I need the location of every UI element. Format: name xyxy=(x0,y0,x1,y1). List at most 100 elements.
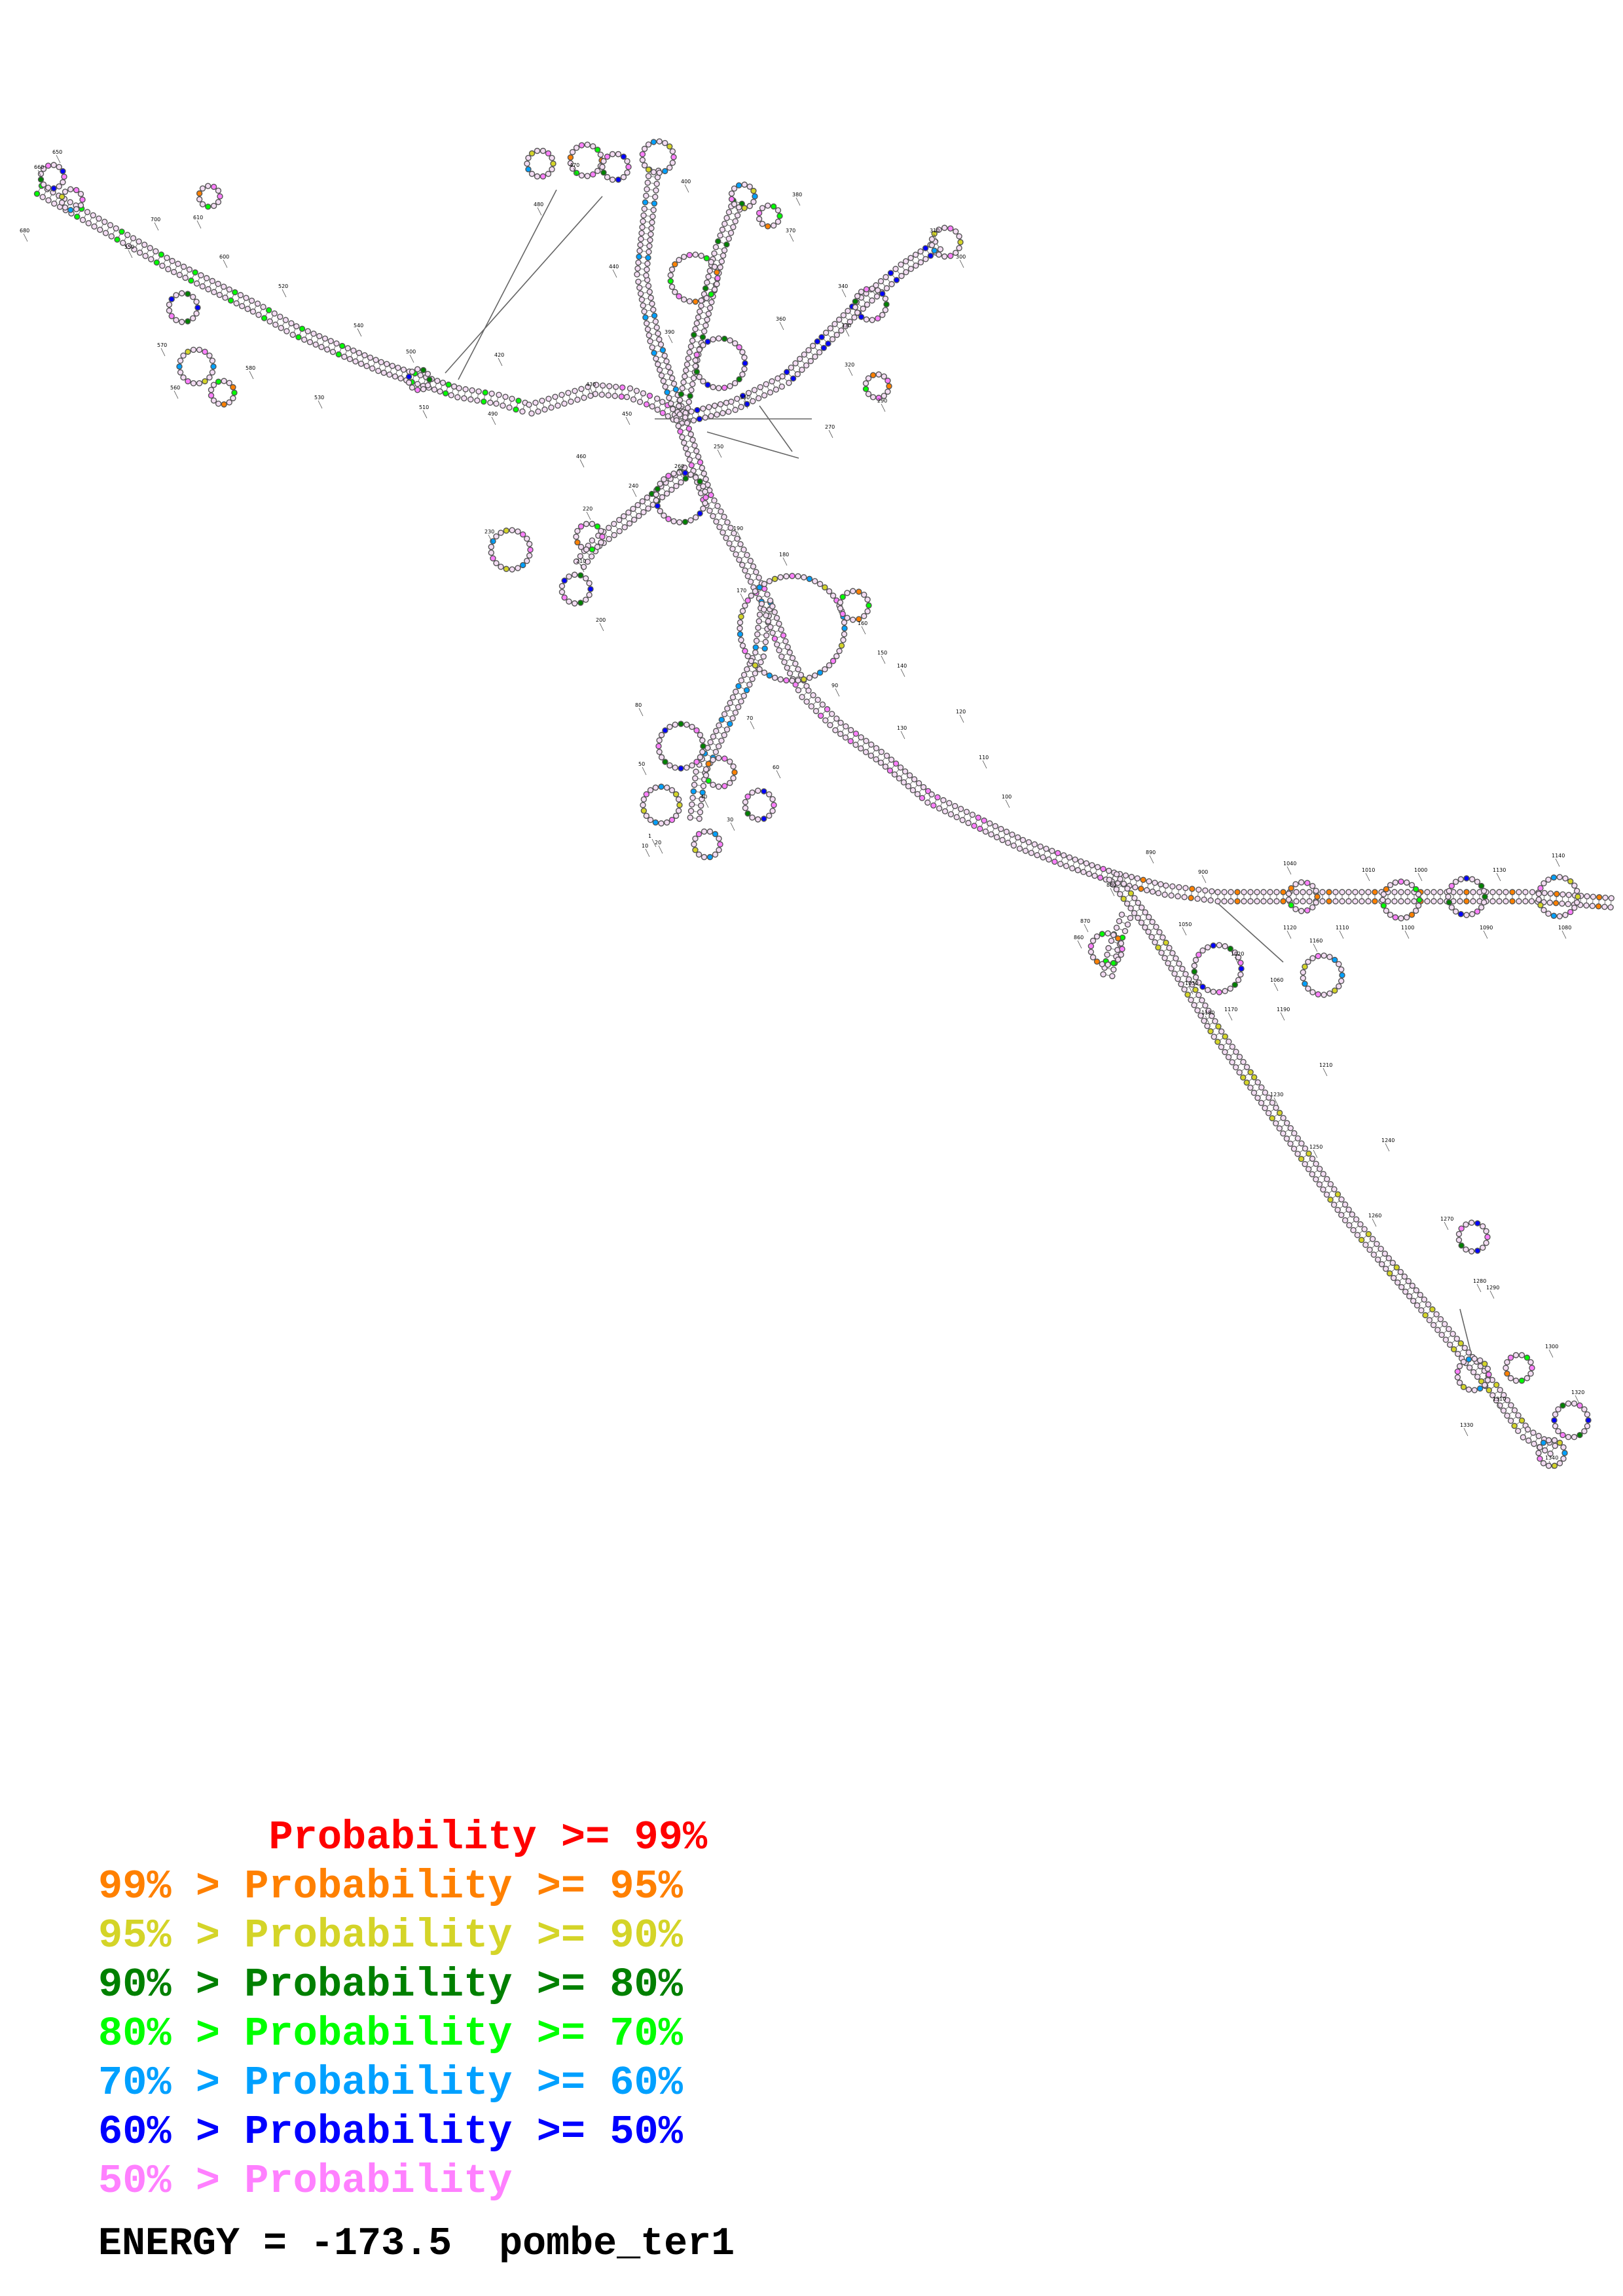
nucleotide xyxy=(756,584,763,591)
nucleotide xyxy=(1512,1352,1520,1359)
nucleotide xyxy=(1438,1331,1445,1338)
nucleotide xyxy=(578,172,585,179)
nucleotide xyxy=(829,336,836,342)
nucleotide xyxy=(649,213,656,220)
nucleotide xyxy=(886,767,894,774)
nucleotide xyxy=(1584,893,1590,900)
nucleotide xyxy=(1240,1074,1247,1081)
position-label: 1130 xyxy=(1493,867,1506,873)
nucleotide xyxy=(594,168,601,174)
nucleotide xyxy=(1165,960,1171,967)
nucleotide xyxy=(879,312,886,318)
nucleotide xyxy=(1019,836,1027,844)
nucleotide xyxy=(1474,1220,1481,1227)
nucleotide xyxy=(1072,856,1078,863)
nucleotide xyxy=(79,217,86,223)
nucleotide xyxy=(731,340,739,347)
probability-legend: Probability >= 99% 99% > Probability >= 9… xyxy=(98,1813,707,2206)
nucleotide xyxy=(414,380,421,387)
nucleotide xyxy=(1365,1230,1372,1238)
nucleotide xyxy=(656,367,663,373)
nucleotide xyxy=(168,296,175,302)
nucleotide xyxy=(684,450,691,457)
nucleotide xyxy=(795,677,801,684)
nucleotide xyxy=(577,572,584,579)
nucleotide xyxy=(731,380,739,387)
nucleotide xyxy=(730,763,737,770)
nucleotide xyxy=(704,382,711,388)
nucleotide xyxy=(728,196,735,203)
nucleotide xyxy=(1285,896,1292,903)
nucleotide xyxy=(1280,1130,1286,1137)
nucleotide xyxy=(713,728,720,734)
position-tick xyxy=(1489,1290,1495,1299)
nucleotide xyxy=(215,401,222,407)
nucleotide xyxy=(589,171,596,178)
nucleotide xyxy=(51,200,58,207)
position-tick xyxy=(1077,940,1082,949)
position-tick xyxy=(1339,930,1344,939)
nucleotide xyxy=(672,386,680,393)
nucleotide xyxy=(1089,937,1097,944)
nucleotide xyxy=(1145,914,1152,920)
nucleotide xyxy=(434,378,441,384)
nucleotide xyxy=(755,816,761,823)
nucleotide xyxy=(812,578,818,584)
nucleotide xyxy=(1124,921,1131,928)
nucleotide xyxy=(662,759,668,765)
nucleotide xyxy=(1294,1151,1301,1157)
nucleotide xyxy=(740,547,747,553)
nucleotide xyxy=(1138,886,1144,892)
nucleotide xyxy=(572,571,578,578)
position-tick xyxy=(717,449,722,458)
nucleotide xyxy=(661,168,668,175)
nucleotide xyxy=(641,162,648,169)
position-tick xyxy=(357,328,362,337)
nucleotide xyxy=(107,222,114,228)
nucleotide xyxy=(1450,1346,1457,1353)
nucleotide xyxy=(569,165,576,172)
nucleotide xyxy=(1305,958,1311,965)
nucleotide xyxy=(651,200,658,207)
nucleotide xyxy=(1537,1455,1543,1462)
nucleotide xyxy=(202,378,208,385)
nucleotide xyxy=(712,851,719,858)
nucleotide xyxy=(906,772,913,779)
nucleotide xyxy=(697,510,703,517)
nucleotide xyxy=(863,738,869,744)
nucleotide xyxy=(702,772,710,779)
nucleotide xyxy=(1117,891,1123,897)
nucleotide xyxy=(526,541,533,547)
position-label: 310 xyxy=(930,228,939,234)
position-tick xyxy=(160,348,166,357)
nucleotide xyxy=(50,162,57,168)
nucleotide xyxy=(1159,934,1166,941)
nucleotide xyxy=(586,580,593,586)
nucleotide xyxy=(863,316,870,323)
nucleotide xyxy=(778,384,785,390)
nucleotide xyxy=(1463,898,1470,905)
nucleotide xyxy=(493,533,500,540)
position-label: 1320 xyxy=(1571,1390,1584,1395)
nucleotide xyxy=(1182,885,1189,891)
nucleotide xyxy=(837,599,844,606)
nucleotide xyxy=(1171,971,1178,977)
nucleotide xyxy=(686,251,693,259)
nucleotide xyxy=(704,316,710,323)
nucleotide xyxy=(1211,1033,1218,1040)
nucleotide xyxy=(883,301,890,308)
legend-line: 80% > Probability >= 70% xyxy=(98,2011,683,2057)
nucleotide xyxy=(838,327,845,334)
nucleotide xyxy=(1398,878,1404,885)
nucleotide xyxy=(600,169,607,176)
nucleotide xyxy=(717,232,723,239)
position-tick xyxy=(318,400,323,409)
nucleotide xyxy=(1132,884,1139,891)
nucleotide xyxy=(509,395,515,402)
nucleotide xyxy=(1134,875,1140,882)
position-label: 350 xyxy=(740,395,750,401)
nucleotide xyxy=(638,230,645,236)
position-tick xyxy=(684,184,689,193)
position-tick xyxy=(1365,872,1370,882)
nucleotide xyxy=(812,672,818,679)
